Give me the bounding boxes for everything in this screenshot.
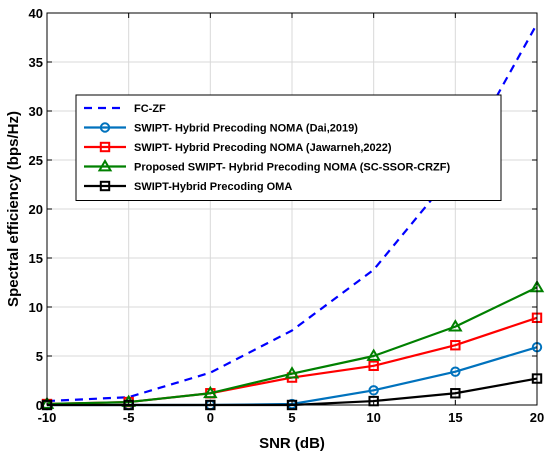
x-tick-label: 15 xyxy=(448,410,462,425)
series-0 xyxy=(46,23,538,403)
legend-marker xyxy=(97,159,113,172)
x-tick-label: 10 xyxy=(366,410,380,425)
y-tick-label: 40 xyxy=(29,6,43,21)
y-tick-label: 5 xyxy=(36,349,43,364)
legend: FC-ZF SWIPT- Hybrid Precoding NOMA (Dai,2… xyxy=(75,94,502,201)
legend-label: Proposed SWIPT- Hybrid Precoding NOMA (S… xyxy=(134,162,450,174)
data-point xyxy=(450,340,461,351)
y-tick-label: 20 xyxy=(29,202,43,217)
legend-item: SWIPT- Hybrid Precoding NOMA (Jawarneh,2… xyxy=(84,141,392,154)
y-tick-label: 0 xyxy=(36,398,43,413)
data-point xyxy=(368,385,379,396)
y-tick-label: 30 xyxy=(29,104,43,119)
x-tick-label: 0 xyxy=(207,410,214,425)
legend-item: Proposed SWIPT- Hybrid Precoding NOMA (S… xyxy=(84,159,450,174)
x-axis-label: SNR (dB) xyxy=(259,435,325,452)
y-axis-label: Spectral efficiency (bps/Hz) xyxy=(5,111,22,307)
legend-item: SWIPT-Hybrid Precoding OMA xyxy=(84,180,292,193)
data-point xyxy=(368,360,379,372)
x-tick-label: -10 xyxy=(38,410,57,425)
ticks: -10 -5 0 5 10 15 20 0 5 10 15 20 25 30 35 40 xyxy=(29,6,545,425)
data-point xyxy=(448,319,463,332)
data-point xyxy=(450,388,461,399)
y-tick-label: 10 xyxy=(29,300,43,315)
y-tick-label: 35 xyxy=(29,55,43,70)
legend-box xyxy=(75,94,502,201)
y-tick-label: 15 xyxy=(29,251,43,266)
x-tick-label: -5 xyxy=(123,410,135,425)
legend-item: FC-ZF xyxy=(84,103,166,115)
legend-label: SWIPT-Hybrid Precoding OMA xyxy=(134,181,292,193)
legend-label: SWIPT- Hybrid Precoding NOMA (Jawarneh,2… xyxy=(134,142,392,154)
x-tick-label: 5 xyxy=(288,410,295,425)
data-point xyxy=(203,385,218,399)
data-point xyxy=(450,366,461,377)
data-point xyxy=(39,396,55,409)
x-tick-label: 20 xyxy=(530,410,544,425)
legend-label: SWIPT- Hybrid Precoding NOMA (Dai,2019) xyxy=(134,123,358,135)
legend-item: SWIPT- Hybrid Precoding NOMA (Dai,2019) xyxy=(84,122,358,135)
data-point xyxy=(366,348,381,361)
legend-marker xyxy=(99,180,111,192)
legend-label: FC-ZF xyxy=(134,103,166,115)
data-point xyxy=(284,366,300,379)
legend-marker xyxy=(99,141,111,153)
series-line xyxy=(46,23,538,403)
y-tick-label: 25 xyxy=(29,153,43,168)
legend-marker xyxy=(99,122,111,133)
